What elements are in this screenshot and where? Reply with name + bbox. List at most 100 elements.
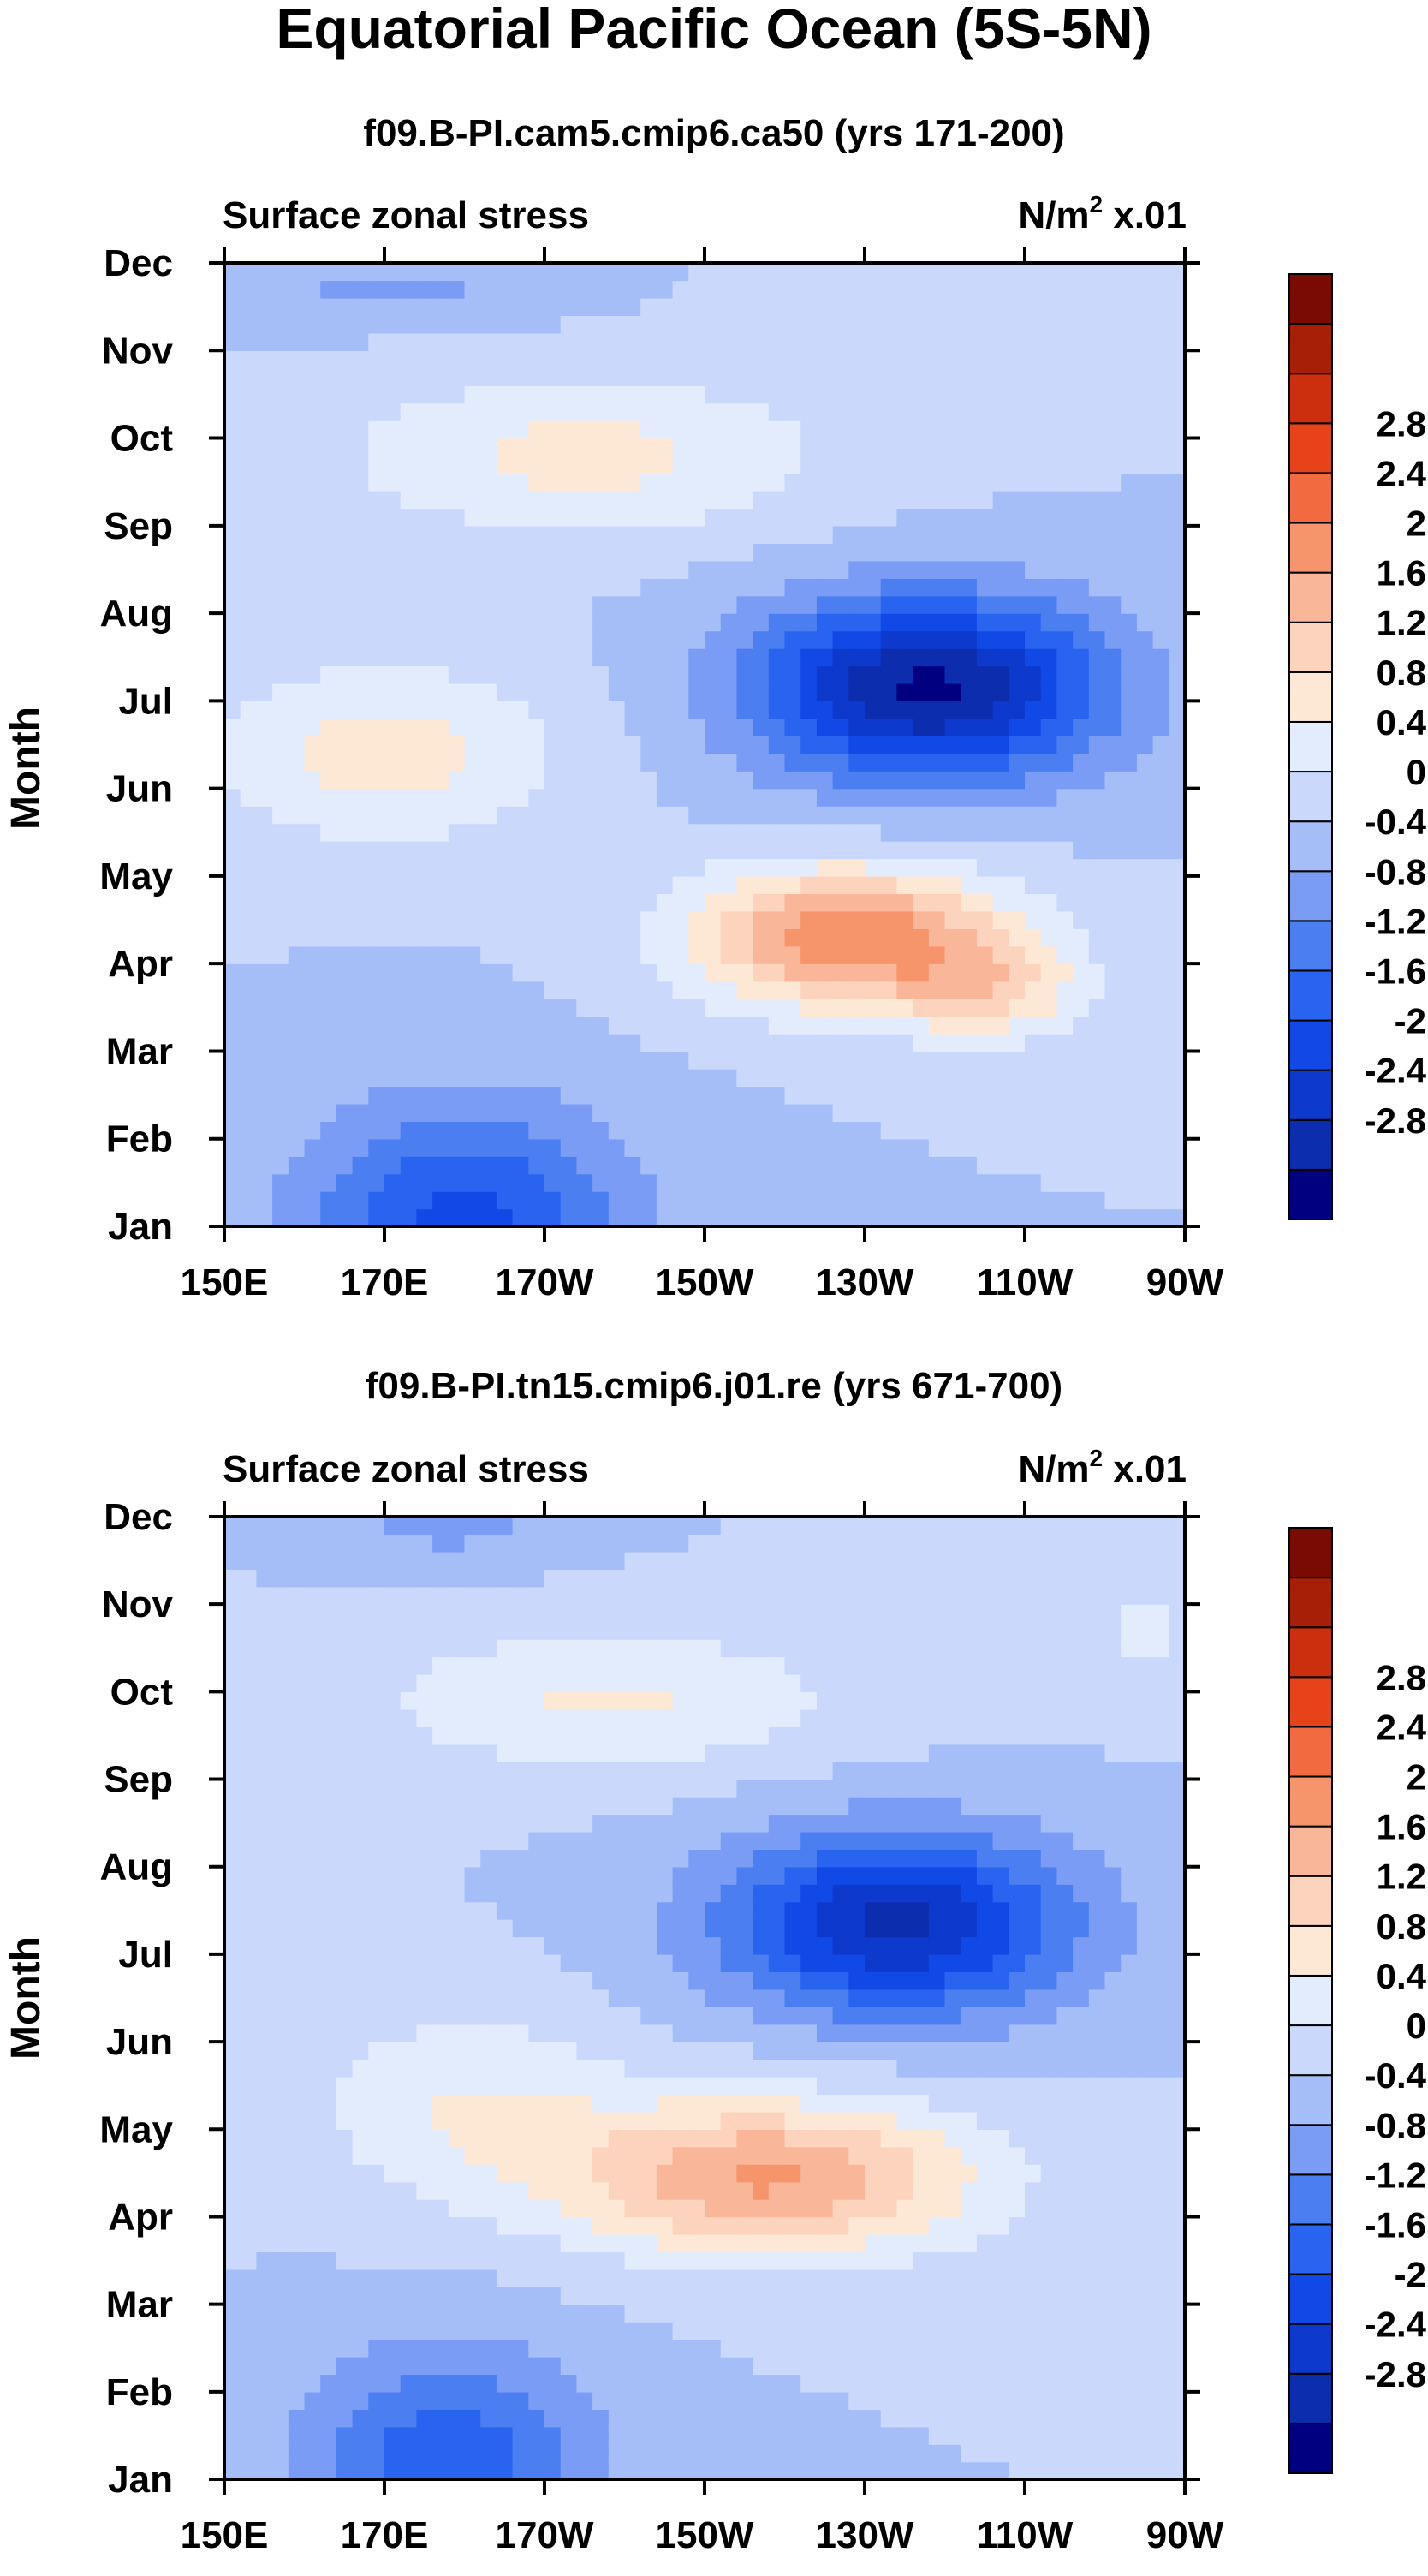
- heatmap-cell: [832, 438, 849, 456]
- heatmap-cell: [496, 1884, 514, 1903]
- heatmap-cell: [288, 1779, 306, 1798]
- heatmap-cell: [816, 613, 834, 632]
- heatmap-cell: [928, 456, 946, 474]
- heatmap-cell: [784, 367, 801, 386]
- heatmap-cell: [336, 1103, 354, 1122]
- heatmap-cell: [608, 1849, 626, 1868]
- heatmap-cell: [224, 999, 241, 1017]
- heatmap-cell: [352, 1691, 369, 1710]
- heatmap-cell: [288, 1086, 306, 1105]
- heatmap-cell: [624, 2164, 641, 2183]
- heatmap-cell: [944, 928, 961, 947]
- heatmap-cell: [320, 2007, 337, 2025]
- heatmap-cell: [256, 1884, 273, 1903]
- heatmap-cell: [256, 595, 273, 614]
- heatmap-cell: [496, 1156, 514, 1175]
- heatmap-cell: [480, 2199, 497, 2218]
- heatmap-cell: [720, 1016, 738, 1035]
- heatmap-cell: [576, 2094, 593, 2113]
- heatmap-cell: [1040, 315, 1058, 334]
- heatmap-cell: [1025, 438, 1042, 456]
- heatmap-cell: [384, 2059, 402, 2078]
- heatmap-cell: [656, 2251, 674, 2270]
- heatmap-cell: [913, 315, 930, 334]
- heatmap-cell: [272, 1726, 289, 1745]
- heatmap-cell: [240, 367, 258, 386]
- heatmap-cell: [336, 1051, 354, 1070]
- heatmap-cell: [384, 2094, 402, 2113]
- heatmap-cell: [320, 1103, 337, 1122]
- heatmap-cell: [928, 945, 946, 964]
- heatmap-cell: [480, 508, 497, 527]
- colorbar-label: 0.8: [1377, 653, 1426, 693]
- heatmap-cell: [384, 1814, 402, 1833]
- heatmap-cell: [1073, 858, 1090, 877]
- heatmap-cell: [400, 1569, 418, 1588]
- heatmap-cell: [848, 788, 866, 807]
- heatmap-cell: [400, 456, 418, 474]
- heatmap-cell: [384, 315, 402, 334]
- heatmap-cell: [448, 2111, 466, 2130]
- heatmap-cell: [640, 1068, 657, 1088]
- heatmap-cell: [656, 1016, 674, 1035]
- heatmap-cell: [560, 1621, 578, 1640]
- heatmap-cell: [368, 1517, 385, 1535]
- heatmap-cell: [544, 736, 562, 754]
- heatmap-cell: [992, 613, 1009, 632]
- heatmap-cell: [576, 2304, 593, 2323]
- heatmap-cell: [1056, 1034, 1074, 1052]
- heatmap-cell: [480, 999, 497, 1017]
- heatmap-cell: [464, 893, 481, 912]
- heatmap-cell: [496, 1936, 514, 1955]
- heatmap-cell: [1104, 578, 1122, 597]
- heatmap-cell: [672, 1779, 689, 1798]
- heatmap-cell: [544, 858, 562, 877]
- heatmap-cell: [480, 2007, 497, 2025]
- heatmap-cell: [768, 578, 786, 597]
- heatmap-cell: [256, 1866, 273, 1885]
- heatmap-cell: [705, 1156, 722, 1175]
- heatmap-cell: [1169, 665, 1186, 684]
- heatmap-cell: [448, 1762, 466, 1780]
- heatmap-cell: [640, 1173, 657, 1192]
- heatmap-cell: [976, 875, 994, 895]
- heatmap-cell: [368, 1901, 385, 1920]
- heatmap-cell: [656, 420, 674, 439]
- heatmap-cell: [608, 1621, 626, 1640]
- heatmap-cell: [464, 420, 481, 439]
- heatmap-cell: [592, 578, 610, 597]
- heatmap-cell: [512, 1901, 529, 1920]
- heatmap-cell: [512, 1639, 529, 1658]
- heatmap-cell: [240, 2146, 258, 2165]
- heatmap-cell: [560, 2024, 578, 2042]
- heatmap-cell: [720, 1191, 738, 1210]
- heatmap-cell: [224, 420, 241, 439]
- heatmap-cell: [448, 2409, 466, 2428]
- heatmap-cell: [384, 963, 402, 982]
- heatmap-cell: [544, 1604, 562, 1623]
- heatmap-cell: [560, 928, 578, 947]
- heatmap-cell: [576, 543, 593, 562]
- heatmap-cell: [464, 297, 481, 317]
- heatmap-cell: [336, 701, 354, 719]
- heatmap-cell: [768, 665, 786, 684]
- heatmap-cell: [896, 297, 913, 317]
- heatmap-cell: [336, 1604, 354, 1623]
- heatmap-cell: [544, 928, 562, 947]
- heatmap-cell: [336, 543, 354, 562]
- heatmap-cell: [560, 1656, 578, 1675]
- heatmap-cell: [368, 910, 385, 929]
- heatmap-cell: [368, 2391, 385, 2410]
- heatmap-cell: [816, 525, 834, 544]
- heatmap-cell: [432, 945, 449, 964]
- heatmap-cell: [448, 508, 466, 527]
- heatmap-cell: [464, 630, 481, 649]
- heatmap-cell: [1073, 1138, 1090, 1157]
- heatmap-cell: [320, 2287, 337, 2305]
- heatmap-cell: [880, 1051, 898, 1070]
- heatmap-cell: [1009, 402, 1026, 421]
- heatmap-cell: [448, 332, 466, 351]
- heatmap-cell: [496, 1953, 514, 1973]
- heatmap-cell: [528, 1691, 545, 1710]
- heatmap-cell: [1073, 350, 1090, 369]
